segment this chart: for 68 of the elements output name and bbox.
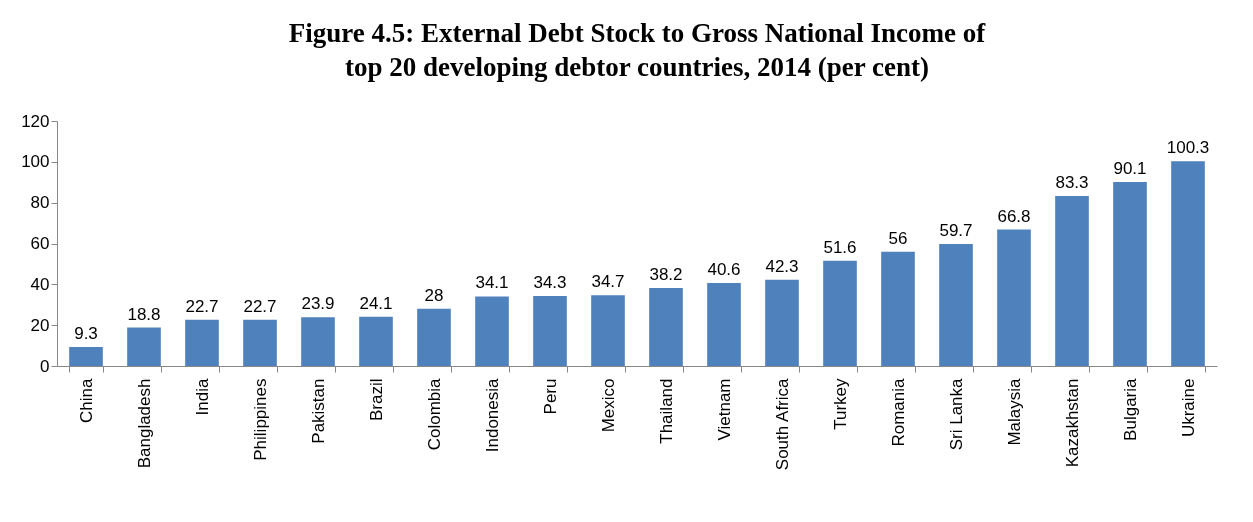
data-label: 90.1 [1113,159,1147,179]
x-tick-label: Vietnam [714,378,734,441]
data-label: 22.7 [243,296,277,316]
bar [127,327,161,366]
y-tick-label: 60 [30,234,50,253]
bar [765,279,799,366]
data-label: 38.2 [649,265,683,285]
y-tick-label: 40 [30,274,50,294]
bar [533,295,567,366]
bar [185,319,219,366]
x-tick-label: Brazil [366,378,386,422]
x-tick-label: Bangladesh [134,378,154,469]
bar [417,308,451,366]
data-label: 83.3 [1055,172,1089,192]
data-label: 34.1 [475,273,509,293]
y-tick-label: 120 [21,111,50,131]
chart-title: Figure 4.5: External Debt Stock to Gross National Income of top 20 developing debtor countries, 2014 (per cent) [288,18,987,82]
bar [707,283,741,366]
data-label: 18.8 [127,304,161,324]
x-tick-label: Peru [540,378,560,415]
x-tick-label: Kazakhstan [1062,378,1082,468]
bar [243,319,277,366]
bar [475,296,509,366]
data-label: 66.8 [997,206,1031,226]
data-label: 100.3 [1166,138,1210,158]
x-tick-label: Colombia [424,377,444,451]
y-tick-label: 100 [21,152,50,172]
x-tick-label: Philippines [250,378,270,461]
data-label: 34.7 [591,272,625,292]
x-tick-label: Indonesia [482,377,502,453]
bar [649,288,683,366]
x-tick-label: Turkey [830,378,850,430]
bar [881,251,915,366]
bar [823,260,857,366]
data-label: 9.3 [74,324,98,344]
x-tick-label: Mexico [598,378,618,433]
bar [69,347,103,366]
y-tick-label: 0 [40,356,50,376]
data-label: 51.6 [823,237,857,257]
data-label: 56 [888,228,908,248]
data-label: 42.3 [765,256,799,276]
data-label: 23.9 [301,294,335,314]
bar [1113,182,1147,366]
data-label: 22.7 [185,296,219,316]
bar [591,295,625,366]
bar [301,317,335,366]
y-tick-label: 80 [30,193,50,213]
bar [359,316,393,366]
bar [997,229,1031,366]
x-tick-label: Romania [888,377,908,447]
data-label: 28 [424,285,444,305]
x-tick-label: Bulgaria [1120,377,1140,441]
x-tick-label: Thailand [656,378,676,444]
x-tick-label: Ukraine [1178,378,1198,438]
x-tick-label: South Africa [772,377,792,471]
bar [1055,195,1089,366]
x-tick-label: India [192,377,212,416]
bar [1171,161,1205,366]
x-tick-label: Sri Lanka [946,377,966,451]
x-tick-label: Malaysia [1004,377,1024,446]
bar [939,244,973,366]
x-tick-label: China [76,377,96,423]
data-label: 34.3 [533,272,567,292]
x-tick-label: Pakistan [308,378,328,444]
y-tick-label: 20 [30,315,50,335]
data-label: 24.1 [359,293,393,313]
data-label: 40.6 [707,260,741,280]
data-label: 59.7 [939,221,973,241]
